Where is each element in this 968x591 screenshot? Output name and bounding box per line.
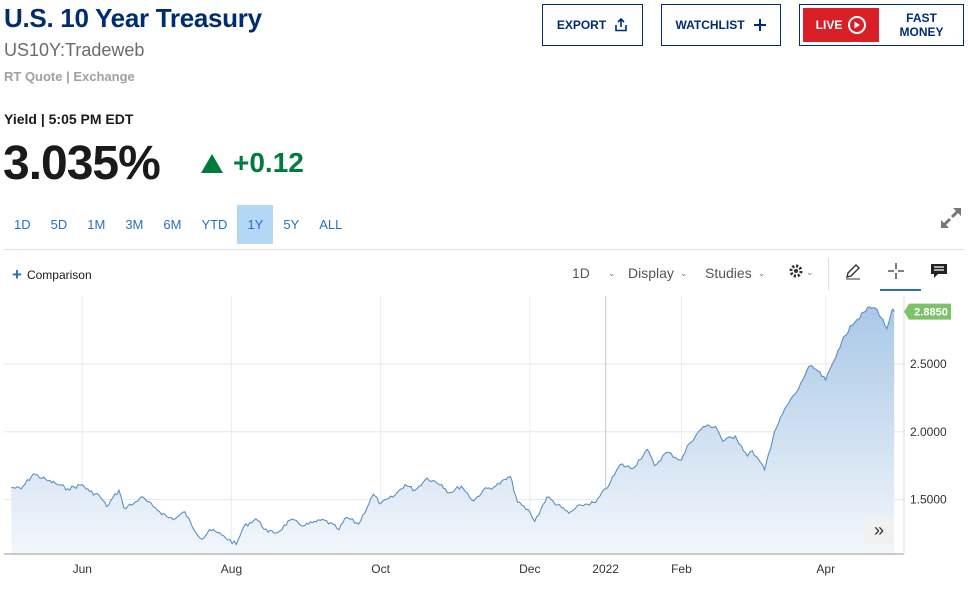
comment-icon[interactable] <box>930 263 948 279</box>
comparison-label: Comparison <box>26 268 92 282</box>
x-tick-label: Feb <box>671 562 692 576</box>
y-axis-ticks: 1.5000 2.0000 2.5000 <box>910 357 947 507</box>
range-tab[interactable]: 3M <box>125 217 144 232</box>
display-dropdown[interactable]: Display ⌄ <box>628 265 687 281</box>
time-range-tabs: 1D 5D 1M 3M 6M YTD 1Y 5Y ALL <box>4 205 352 244</box>
x-tick-label: Oct <box>371 562 390 576</box>
x-tick-label: Aug <box>221 562 242 576</box>
export-label: EXPORT <box>556 18 607 32</box>
share-icon <box>614 18 628 32</box>
comparison-button[interactable]: + Comparison <box>12 265 92 284</box>
range-tab[interactable]: 5Y <box>283 217 300 232</box>
interval-label: 1D <box>572 265 590 281</box>
fast-money-label: FAST MONEY <box>899 11 944 39</box>
x-tick-label: 2022 <box>592 562 619 576</box>
range-tab[interactable]: 1D <box>14 217 31 232</box>
page-title: U.S. 10 Year Treasury <box>4 3 262 33</box>
range-tab[interactable]: ALL <box>319 217 343 232</box>
chart-area-fill <box>11 306 895 554</box>
range-tab[interactable]: 5D <box>50 217 68 232</box>
settings-button[interactable]: ⌄ <box>788 263 814 282</box>
play-icon <box>848 16 867 34</box>
crosshair-icon[interactable] <box>887 262 905 280</box>
settings-icon <box>788 263 804 282</box>
interval-dropdown[interactable]: 1D ⌄ <box>572 265 615 281</box>
yield-time-label: Yield | 5:05 PM EDT <box>4 111 134 127</box>
live-label: LIVE <box>815 18 843 32</box>
last-value-badge-shape <box>904 303 951 320</box>
studies-label: Studies <box>705 265 752 281</box>
draw-pencil-icon[interactable] <box>844 262 862 280</box>
chevron-down-icon: ⌄ <box>757 267 766 278</box>
plus-icon <box>753 18 767 32</box>
quote-source: RT Quote | Exchange <box>4 69 135 84</box>
display-label: Display <box>628 265 674 281</box>
toolbar-divider <box>4 249 964 250</box>
live-badge: LIVE <box>803 8 879 42</box>
x-tick-label: Apr <box>816 562 835 576</box>
export-button[interactable]: EXPORT <box>542 4 643 46</box>
scroll-to-end-button[interactable]: » <box>864 517 894 544</box>
y-tick-label: 2.0000 <box>910 425 947 439</box>
yield-chart[interactable]: 1.5000 2.0000 2.5000 Jun Aug Oct Dec 2022 Feb Ap… <box>0 296 968 591</box>
fast-money-live-button[interactable]: LIVE FAST MONEY <box>799 4 964 46</box>
range-tab[interactable]: 6M <box>163 217 182 232</box>
x-axis-ticks: Jun Aug Oct Dec 2022 Feb Apr <box>73 562 836 576</box>
price-change-value: +0.12 <box>233 147 304 178</box>
x-tick-label: Dec <box>519 562 540 576</box>
chevron-down-icon: ⌄ <box>607 267 616 278</box>
x-tick-label: Jun <box>73 562 92 576</box>
chevron-down-icon: ⌄ <box>806 267 814 277</box>
range-tab[interactable]: 1M <box>87 217 106 232</box>
watchlist-button[interactable]: WATCHLIST <box>661 4 781 46</box>
range-tab-active[interactable]: 1Y <box>237 205 274 244</box>
studies-dropdown[interactable]: Studies ⌄ <box>705 265 765 281</box>
price-value: 3.035% <box>3 137 161 190</box>
y-tick-label: 1.5000 <box>910 493 947 507</box>
up-arrow-icon <box>201 153 223 173</box>
plus-icon: + <box>12 265 22 284</box>
last-value-label: 2.8850 <box>914 307 948 319</box>
symbol-label: US10Y:Tradeweb <box>4 40 145 60</box>
price-change: +0.12 <box>201 147 304 179</box>
crosshair-active-indicator <box>880 289 921 291</box>
chevron-down-icon: ⌄ <box>679 267 688 278</box>
range-tab[interactable]: YTD <box>201 217 228 232</box>
expand-icon[interactable] <box>938 205 964 236</box>
watchlist-label: WATCHLIST <box>675 18 745 32</box>
last-value-badge: 2.8850 <box>904 303 951 320</box>
y-tick-label: 2.5000 <box>910 357 947 371</box>
chart-series-line <box>11 306 895 546</box>
toolbar-separator <box>828 258 829 290</box>
